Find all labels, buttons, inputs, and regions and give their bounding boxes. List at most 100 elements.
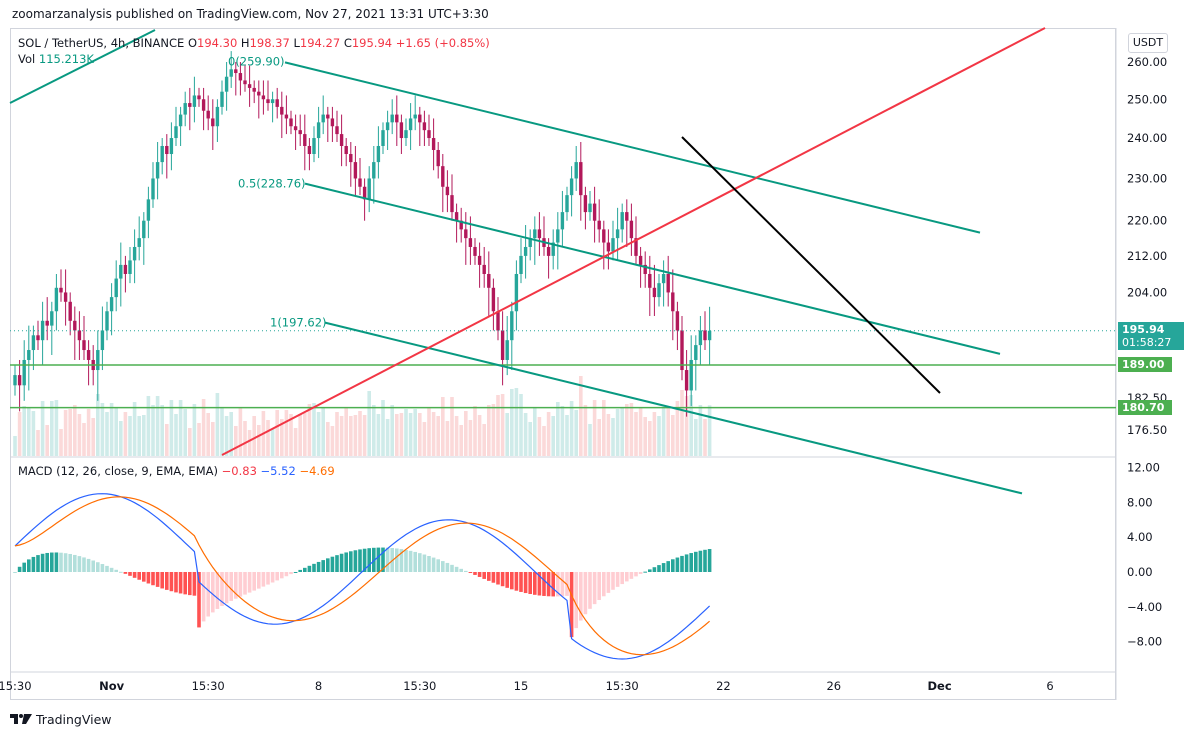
volume-bar (132, 402, 137, 456)
volume-bar (234, 426, 238, 456)
symbol-name[interactable]: SOL / TetherUS, 4h, BINANCE (18, 36, 185, 50)
macd-histogram-bar (174, 572, 178, 593)
close-value: 195.94 (351, 36, 393, 50)
candle-body (307, 145, 312, 155)
volume-bar (183, 409, 187, 456)
volume-bar (445, 421, 450, 456)
candle-body (123, 264, 128, 274)
volume-bar (680, 390, 684, 456)
volume-bar (707, 405, 712, 456)
volume-bar (606, 414, 611, 456)
macd-histogram-bar (500, 572, 505, 587)
volume-bar (137, 416, 141, 456)
candle-body (45, 320, 49, 326)
volume-bar (477, 415, 482, 456)
symbol-legend: SOL / TetherUS, 4h, BINANCE O194.30 H198… (18, 36, 490, 50)
candle-body (510, 311, 514, 341)
volume-bar (243, 421, 247, 456)
volume-bar (178, 400, 183, 456)
volume-bar (473, 406, 477, 456)
macd-histogram-bar (505, 572, 509, 588)
macd-histogram-bar (413, 551, 417, 572)
high-label: H (240, 36, 250, 50)
candle-body (661, 273, 666, 284)
macd-histogram-bar (13, 572, 17, 573)
macd-histogram-bar (257, 572, 261, 589)
candle-body (487, 273, 491, 288)
macd-label[interactable]: MACD (12, 26, close, 9, EMA, EMA) (18, 464, 218, 478)
macd-histogram-bar (418, 553, 422, 572)
current-price-tag: 195.94 01:58:27 (1118, 322, 1184, 350)
volume-bar (160, 405, 164, 456)
candle-body (445, 186, 450, 196)
candle-body (431, 138, 436, 150)
macd-histogram-bar (629, 572, 634, 579)
volume-bar (188, 428, 192, 456)
low-value: 194.27 (299, 36, 341, 50)
candle-body (413, 114, 417, 119)
macd-tick-label: −8.00 (1127, 635, 1162, 649)
macd-histogram-bar (680, 555, 684, 572)
volume-bar (358, 411, 362, 456)
volume-bar (192, 404, 197, 456)
macd-histogram-bar (206, 572, 210, 617)
macd-histogram-bar (59, 552, 63, 572)
volume-bar (519, 394, 523, 456)
candle-body (694, 345, 698, 360)
volume-bar (560, 406, 565, 456)
price-tick-label: 250.00 (1127, 92, 1167, 106)
volume-bar (431, 412, 436, 456)
candle-body (537, 229, 542, 239)
currency-button[interactable]: USDT (1128, 33, 1168, 53)
volume-bar (652, 412, 657, 456)
macd-histogram-bar (17, 566, 22, 572)
macd-histogram-bar (183, 572, 187, 595)
volume-bar (238, 407, 243, 456)
macd-line (14, 493, 711, 660)
volume-bar (197, 423, 201, 456)
candle-body (266, 99, 270, 104)
macd-histogram-bar (151, 572, 155, 586)
macd-histogram-bar (22, 562, 26, 572)
candle-body (257, 91, 261, 96)
macd-histogram-bar (73, 554, 77, 572)
volume-bar (464, 411, 468, 456)
volume-bar (537, 417, 542, 456)
macd-histogram-bar (556, 572, 560, 597)
candle-body (151, 178, 155, 200)
macd-histogram-bar (178, 572, 183, 594)
time-tick-label: 22 (716, 679, 731, 693)
macd-histogram-bar (661, 563, 666, 572)
candle-body (579, 162, 583, 196)
volume-bar (542, 426, 546, 456)
volume-bar (459, 425, 463, 456)
macd-histogram-bar (372, 547, 376, 572)
brand-name[interactable]: TradingView (36, 711, 112, 727)
candle-body (316, 122, 321, 139)
candle-body (560, 212, 565, 230)
candle-body (583, 195, 588, 213)
volume-bar (174, 414, 178, 456)
time-tick-label: 15:30 (192, 679, 225, 693)
candle-body (372, 162, 376, 179)
candle-body (86, 350, 91, 360)
volume-bar (634, 412, 638, 456)
macd-histogram-bar (450, 564, 454, 572)
macd-histogram-bar (165, 572, 169, 590)
macd-histogram-bar (215, 572, 220, 609)
volume-bar (468, 420, 473, 456)
macd-histogram-bar (491, 572, 496, 583)
candle-body (666, 273, 670, 293)
candle-body (408, 118, 413, 131)
macd-histogram-bar (77, 556, 82, 572)
volume-bar (335, 412, 339, 456)
candle-body (684, 370, 689, 391)
volume-bar (169, 400, 174, 456)
candle-body (362, 186, 367, 200)
candle-body (588, 203, 592, 213)
macd-histogram-bar (648, 569, 652, 572)
time-tick-label: Nov (99, 679, 125, 693)
macd-histogram-bar (266, 572, 270, 585)
volume-bar (339, 416, 344, 456)
